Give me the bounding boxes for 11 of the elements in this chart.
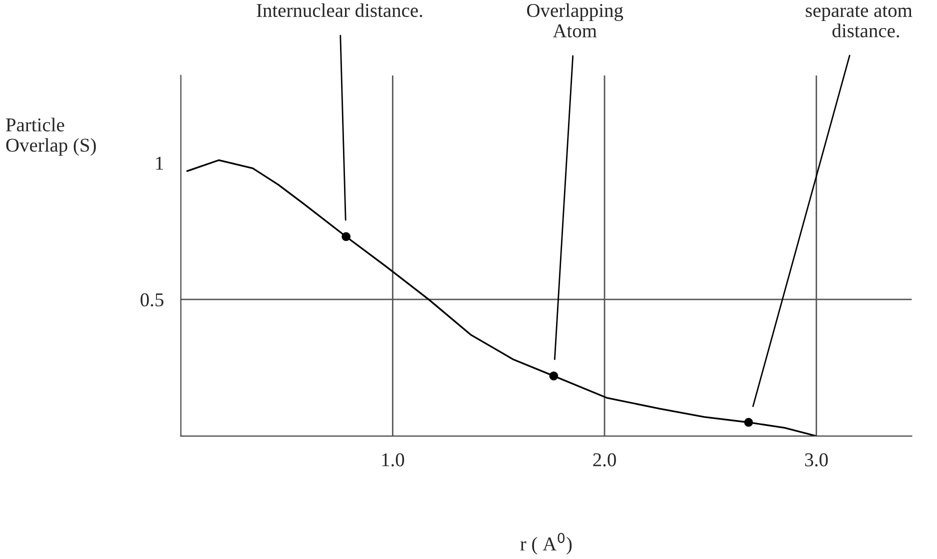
x-tick-label: 3.0 bbox=[805, 453, 828, 466]
y-tick-label: 0.5 bbox=[140, 293, 164, 306]
x-tick-label: 2.0 bbox=[593, 453, 616, 466]
x-tick-label: 1.0 bbox=[382, 453, 404, 466]
line-series bbox=[186, 159, 818, 436]
text: Internuclear distance. bbox=[256, 3, 422, 18]
x-axis-title: r ( A$^{0}$) bbox=[520, 532, 572, 555]
y-axis-title: Particle Overlap (S) bbox=[6, 118, 96, 156]
y-tick-label: 1 bbox=[156, 156, 164, 170]
text: Overlapping Atom bbox=[527, 3, 624, 38]
text: separate atom distance. bbox=[806, 6, 912, 38]
